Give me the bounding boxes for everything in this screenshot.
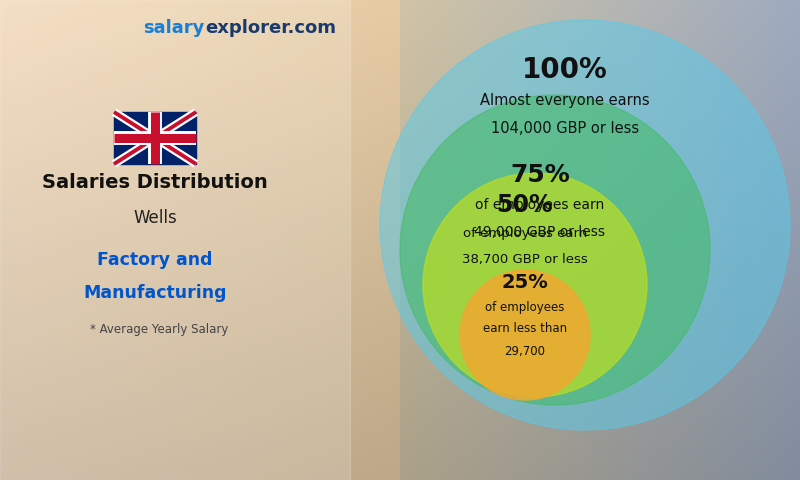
Circle shape	[460, 270, 590, 400]
Text: salary: salary	[144, 19, 205, 37]
Text: 49,000 GBP or less: 49,000 GBP or less	[474, 225, 606, 239]
Bar	[0, 0, 350, 480]
Text: earn less than: earn less than	[483, 323, 567, 336]
Text: 38,700 GBP or less: 38,700 GBP or less	[462, 253, 588, 266]
Text: Wells: Wells	[133, 209, 177, 227]
Bar	[114, 112, 196, 164]
Circle shape	[423, 173, 647, 397]
Circle shape	[400, 95, 710, 405]
Text: of employees earn: of employees earn	[463, 228, 587, 240]
Text: * Average Yearly Salary: * Average Yearly Salary	[90, 324, 228, 336]
Text: explorer.com: explorer.com	[205, 19, 336, 37]
Text: Salaries Distribution: Salaries Distribution	[42, 172, 268, 192]
Text: Factory and: Factory and	[98, 251, 213, 269]
Text: 29,700: 29,700	[505, 345, 546, 358]
Text: 75%: 75%	[510, 163, 570, 187]
Text: 104,000 GBP or less: 104,000 GBP or less	[491, 120, 639, 135]
Text: 25%: 25%	[502, 274, 548, 292]
Text: Almost everyone earns: Almost everyone earns	[480, 93, 650, 108]
Text: Manufacturing: Manufacturing	[83, 284, 226, 302]
Text: 100%: 100%	[522, 56, 608, 84]
Text: 50%: 50%	[497, 193, 554, 217]
Circle shape	[380, 20, 790, 430]
Text: of employees earn: of employees earn	[475, 198, 605, 212]
Text: of employees: of employees	[486, 300, 565, 313]
